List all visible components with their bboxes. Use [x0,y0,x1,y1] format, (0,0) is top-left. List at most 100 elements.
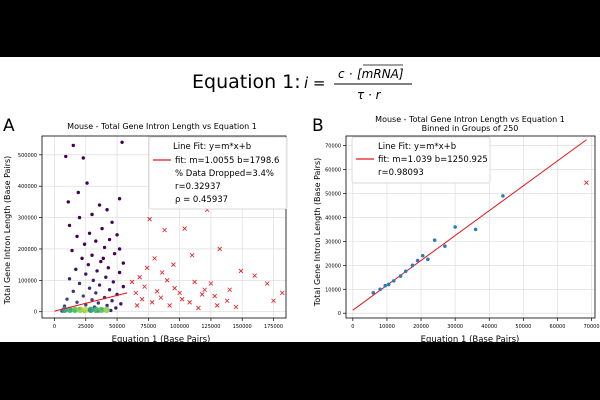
x-tick-label: 50000 [515,324,531,330]
scatter-point [107,288,112,292]
chart-b-frame [345,135,596,319]
chart-a-fit-line [54,292,128,312]
outlier-marker [208,281,214,286]
x-tick-label: 150000 [233,324,252,330]
outlier-marker [159,270,165,275]
chart-a-legend-fit-label: fit: m=1.0055 b=1798.6 [175,156,279,166]
y-tick-label: 60000 [325,168,341,174]
scatter-point [96,301,101,305]
equation-label: Equation 1: [192,71,301,93]
scatter-point [415,258,420,263]
outlier-marker [252,273,258,278]
outlier-marker [182,226,187,231]
outlier-marker [233,304,239,310]
scatter-point [473,227,478,232]
outlier-marker [167,303,172,308]
scatter-point [74,267,78,272]
x-tick-label: 175000 [264,324,283,330]
scatter-point [75,300,79,305]
chart-b-ylabel: Total Gene Intron Length (Base Pairs) [313,158,322,308]
x-tick-label: 0 [53,324,56,330]
scatter-point [119,302,123,306]
outlier-marker [212,293,217,299]
scatter-point [84,272,88,276]
equation-numerator-dot: · [349,67,353,81]
chart-b-legend-r: r=0.98093 [378,168,424,178]
scatter-point [410,263,415,268]
x-tick-label: 30000 [447,324,463,330]
outlier-marker [227,287,232,293]
outlier-marker [189,252,195,258]
scatter-point [71,289,75,294]
scatter-point [398,274,403,278]
scatter-point [371,291,376,295]
outlier-marker [279,290,285,296]
scatter-point [77,215,82,220]
scatter-point [101,256,106,261]
y-tick-label: 300000 [18,216,37,222]
scatter-point [105,208,109,212]
outlier-marker [264,281,270,286]
scatter-density-core [92,306,100,314]
chart-a-legend-box [148,136,288,210]
scatter-point [65,297,69,301]
scatter-point [117,197,122,201]
scatter-point [111,280,116,284]
y-tick-label: 70000 [325,144,341,150]
scatter-point [110,220,114,224]
chart-b-fit-line [352,139,587,311]
scatter-point [80,256,84,261]
scatter-point [75,234,79,239]
chart-b-y-ticks: 0 10000 20000 30000 40000 50000 60000 70000 [325,144,346,317]
scatter-point [82,242,87,246]
scatter-point [86,262,90,267]
scatter-point [76,190,80,195]
chart-a-legend-rho: ρ = 0.45937 [175,195,228,205]
scatter-point [97,283,102,287]
scatter-density-core [66,306,73,314]
y-tick-label: 50000 [325,191,341,197]
chart-a-ylabel: Total Gene Intron Length (Base Pairs) [3,156,12,306]
scatter-point [117,270,122,275]
scatter-point [66,200,70,204]
chart-b-legend-box [351,136,491,184]
outlier-marker [196,305,201,311]
outlier-marker [172,285,177,291]
x-tick-label: 125000 [201,324,220,330]
outlier-marker [154,289,160,294]
outlier-marker [202,287,207,293]
outlier-marker [171,262,176,267]
scatter-point [91,278,96,283]
x-tick-label: 10000 [379,324,395,330]
chart-b-legend: Line Fit: y=m*x+b fit: m=1.039 b=1250.92… [351,136,491,184]
equation-lhs: i = [304,74,326,92]
scatter-point [501,194,505,198]
scatter-point [102,245,107,250]
chart-b-outliers [584,180,589,185]
chart-b-legend-header: Line Fit: y=m*x+b [378,142,456,152]
scatter-point [105,303,109,308]
chart-b-x-ticks: 0 10000 20000 30000 40000 50000 60000 70000 [351,318,600,330]
outlier-marker [137,274,142,280]
scatter-point [95,269,99,273]
scatter-point [120,140,124,144]
outlier-marker [187,300,192,305]
outlier-marker [147,216,152,222]
outlier-marker [214,303,220,308]
y-tick-label: 200000 [18,247,37,253]
scatter-point [94,291,98,295]
scatter-density-core [87,306,95,314]
chart-a-legend-header: Line Fit: y=m*x+b [173,142,251,152]
scatter-point [378,287,382,292]
chart-a-y-ticks: 0 100000 200000 300000 400000 500000 [18,153,42,316]
chart-b-legend-fit-label: fit: m=1.039 b=1250.925 [378,155,488,165]
chart-b: Mouse - Total Gene Intron Length vs Equa… [313,115,600,345]
outlier-marker [164,278,170,283]
scatter-density-core [98,306,105,314]
scatter-point [383,283,388,288]
scatter-point [100,226,104,231]
scatter-point [386,282,391,287]
scatter-point [71,143,75,148]
outlier-marker [133,290,139,296]
